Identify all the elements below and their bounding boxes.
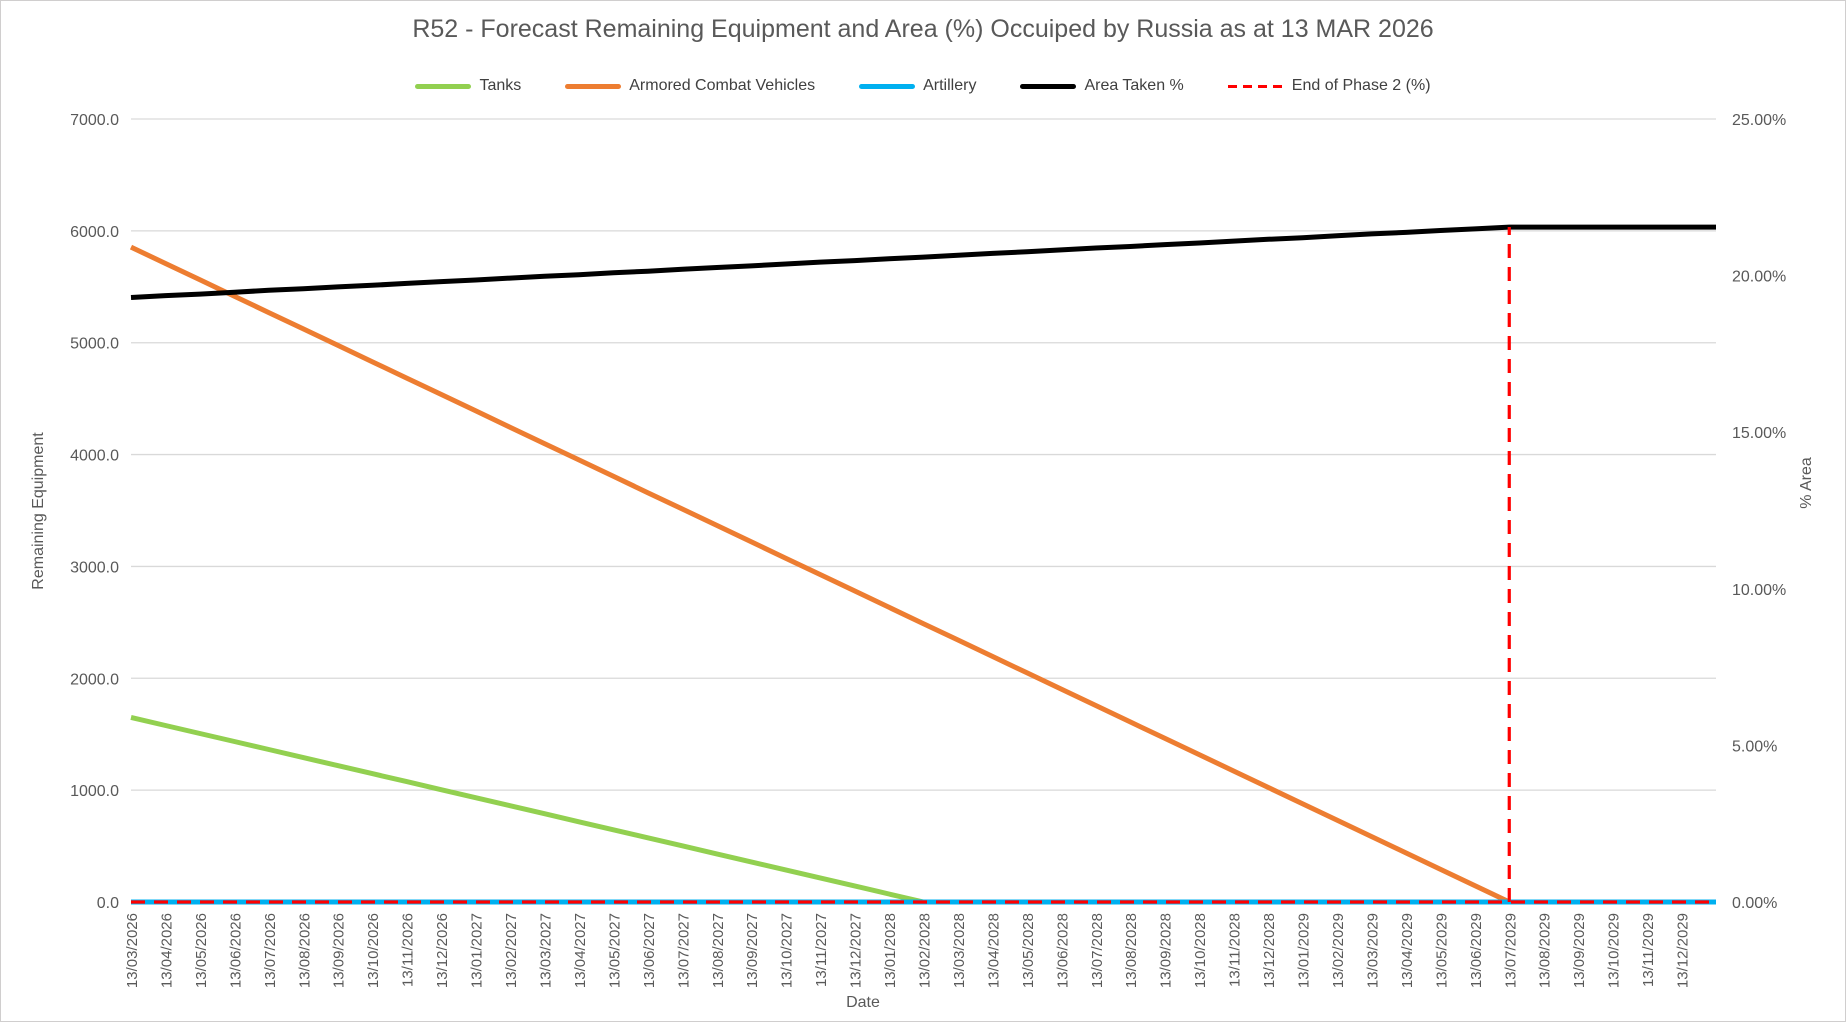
legend-label: Armored Combat Vehicles: [629, 77, 816, 94]
x-axis-tick-label: 13/05/2028: [1020, 913, 1037, 988]
x-axis-tick-label: 13/03/2027: [537, 913, 554, 988]
x-axis-tick-label: 13/08/2027: [710, 913, 727, 988]
x-axis-tick-label: 13/04/2029: [1399, 913, 1416, 988]
legend-swatch-armored-combat-vehicles-icon: [565, 83, 622, 89]
y-axis-right-title: % Area: [1798, 457, 1815, 509]
x-axis-tick-label: 13/11/2028: [1227, 913, 1244, 987]
y-left-tick-label: 1000.0: [70, 783, 119, 800]
y-left-tick-label: 4000.0: [70, 448, 119, 465]
x-axis-tick-label: 13/06/2026: [227, 913, 244, 988]
x-axis-tick-label: 13/03/2026: [124, 913, 141, 988]
x-axis-tick-label: 13/01/2028: [882, 913, 899, 988]
x-axis-tick-label: 13/05/2026: [193, 913, 210, 988]
y-left-tick-label: 5000.0: [70, 336, 119, 353]
x-axis-tick-label: 13/07/2026: [262, 913, 279, 988]
series-line-tanks: [130, 714, 1716, 905]
y-right-tick-label: 10.00%: [1732, 582, 1786, 599]
x-axis-tick-label: 13/10/2027: [779, 913, 796, 988]
x-axis-tick-label: 13/02/2029: [1330, 913, 1347, 988]
x-axis-tick-label: 13/09/2026: [331, 913, 348, 988]
legend-item-tanks: Tanks: [415, 77, 521, 95]
legend-swatch-tanks-icon: [415, 83, 472, 89]
legend-item-armored-combat-vehicles: Armored Combat Vehicles: [565, 77, 815, 95]
x-axis-tick-label: 13/02/2027: [503, 913, 520, 988]
x-axis-title: Date: [846, 994, 880, 1011]
x-axis-tick-label: 13/07/2027: [675, 913, 692, 988]
x-axis-tick-label: 13/10/2028: [1192, 913, 1209, 988]
y-left-tick-label: 0.0: [97, 895, 119, 912]
legend-label: End of Phase 2 (%): [1291, 77, 1431, 94]
x-axis-tick-label: 13/05/2029: [1433, 913, 1450, 988]
y-right-tick-label: 15.00%: [1732, 425, 1786, 442]
x-axis-tick-label: 13/10/2026: [365, 913, 382, 988]
x-axis-tick-label: 13/05/2027: [606, 913, 623, 988]
x-axis-tick-label: 13/08/2026: [296, 913, 313, 988]
x-axis-tick-label: 13/03/2028: [951, 913, 968, 988]
x-axis-tick-label: 13/04/2026: [158, 913, 175, 988]
x-axis-tick-label: 13/09/2027: [744, 913, 761, 988]
y-left-tick-label: 2000.0: [70, 671, 119, 688]
legend-item-area-taken: Area Taken %: [1020, 77, 1184, 95]
x-axis-tick-label: 13/08/2029: [1537, 913, 1554, 988]
x-axis-tick-label: 13/11/2029: [1640, 913, 1657, 987]
x-axis-tick-label: 13/02/2028: [917, 913, 934, 988]
x-axis-tick-label: 13/07/2029: [1502, 913, 1519, 988]
chart-title: R52 - Forecast Remaining Equipment and A…: [412, 15, 1434, 43]
x-axis-tick-label: 13/11/2027: [813, 913, 830, 987]
legend-label: Tanks: [479, 77, 522, 94]
chart-legend: Tanks Armored Combat Vehicles Artillery Are…: [1, 77, 1845, 95]
x-axis-tick-label: 13/12/2026: [434, 913, 451, 988]
x-axis-tick-label: 13/12/2028: [1261, 913, 1278, 988]
legend-swatch-artillery-icon: [859, 83, 916, 89]
y-left-tick-label: 3000.0: [70, 559, 119, 576]
x-axis-tick-label: 13/09/2028: [1158, 913, 1175, 988]
x-axis-tick-label: 13/03/2029: [1364, 913, 1381, 988]
y-right-tick-label: 25.00%: [1732, 112, 1786, 129]
legend-swatch-area-taken-icon: [1020, 83, 1077, 89]
x-axis-tick-label: 13/06/2029: [1468, 913, 1485, 988]
y-left-tick-label: 6000.0: [70, 224, 119, 241]
x-axis-tick-label: 13/01/2029: [1296, 913, 1313, 988]
legend-item-artillery: Artillery: [859, 77, 976, 95]
x-axis-tick-label: 13/06/2028: [1054, 913, 1071, 988]
legend-label: Area Taken %: [1084, 77, 1184, 94]
y-right-tick-label: 20.00%: [1732, 269, 1786, 286]
y-left-tick-label: 7000.0: [70, 112, 119, 129]
x-axis-tick-label: 13/01/2027: [469, 913, 486, 988]
x-axis-tick-label: 13/08/2028: [1123, 913, 1140, 988]
legend-label: Artillery: [923, 77, 977, 94]
legend-item-end-of-phase-2: End of Phase 2 (%): [1227, 77, 1431, 95]
series-line-area-taken: [130, 224, 1716, 300]
x-axis-tick-label: 13/10/2029: [1606, 913, 1623, 988]
x-axis-tick-label: 13/04/2028: [985, 913, 1002, 988]
y-right-tick-label: 0.00%: [1732, 895, 1777, 912]
y-right-tick-label: 5.00%: [1732, 738, 1777, 755]
series-line-armored-combat-vehicles: [129, 244, 1716, 905]
x-axis-tick-label: 13/06/2027: [641, 913, 658, 988]
x-axis-tick-label: 13/04/2027: [572, 913, 589, 988]
x-axis-tick-label: 13/12/2027: [848, 913, 865, 988]
x-axis-tick-label: 13/09/2029: [1571, 913, 1588, 988]
x-axis-tick-label: 13/12/2029: [1675, 913, 1692, 988]
x-axis-tick-label: 13/07/2028: [1089, 913, 1106, 988]
legend-swatch-end-of-phase-2-icon: [1227, 84, 1284, 88]
y-axis-left-title: Remaining Equipment: [30, 432, 47, 590]
x-axis-tick-label: 13/11/2026: [400, 913, 417, 987]
